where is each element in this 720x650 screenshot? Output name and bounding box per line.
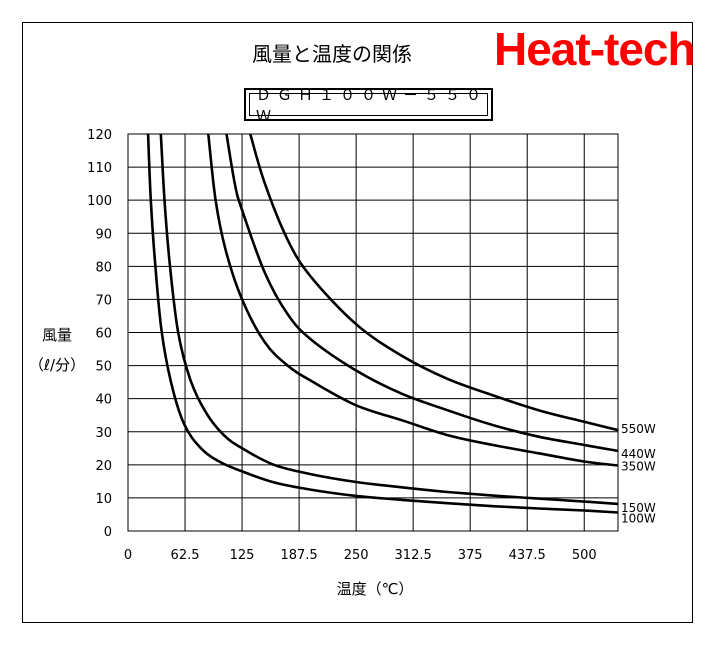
series-line-150w	[159, 134, 618, 506]
y-tick-label: 40	[95, 393, 112, 408]
y-axis-label-line1: 風量	[41, 326, 72, 344]
y-tick-label: 100	[87, 194, 112, 209]
series-line-550w	[249, 134, 618, 432]
x-tick-label: 312.5	[395, 548, 432, 563]
model-box: ＤＧＨ１００Ｗ－５５０Ｗ	[244, 86, 493, 125]
y-tick-label: 0	[104, 525, 112, 540]
y-tick-label: 110	[87, 161, 112, 176]
series-line-350w	[207, 134, 618, 467]
y-axis-label: 風量 （ℓ/分）	[22, 320, 92, 380]
x-tick-label: 437.5	[509, 548, 546, 563]
brand-logo-text: Heat-tech	[494, 23, 696, 75]
y-tick-label: 90	[95, 227, 112, 242]
series-line-100w	[146, 134, 618, 514]
y-tick-label: 30	[95, 426, 112, 441]
series-label-150w: 150W	[621, 501, 656, 515]
y-tick-label: 10	[95, 492, 112, 507]
y-tick-label: 20	[95, 459, 112, 474]
y-tick-label: 80	[95, 260, 112, 275]
y-tick-label: 120	[87, 128, 112, 143]
y-tick-label: 70	[95, 293, 112, 308]
series-line-440w	[225, 134, 618, 453]
series-label-350w: 350W	[621, 459, 656, 473]
x-tick-label: 187.5	[280, 548, 317, 563]
series-label-550w: 550W	[621, 422, 656, 436]
x-tick-label: 375	[458, 548, 483, 563]
x-tick-label: 62.5	[171, 548, 200, 563]
chart-frame	[22, 22, 693, 623]
y-axis-label-line2: （ℓ/分）	[28, 356, 86, 374]
y-tick-label: 60	[95, 327, 112, 342]
chart-title: 風量と温度の関係	[252, 42, 412, 66]
x-axis-label: 温度（℃）	[336, 580, 414, 598]
series-label-100w: 100W	[621, 511, 656, 525]
x-tick-label: 0	[124, 548, 132, 563]
y-tick-label: 50	[95, 360, 112, 375]
x-tick-label: 500	[572, 548, 597, 563]
series-label-440w: 440W	[621, 447, 656, 461]
x-tick-label: 250	[344, 548, 369, 563]
x-tick-label: 125	[230, 548, 255, 563]
